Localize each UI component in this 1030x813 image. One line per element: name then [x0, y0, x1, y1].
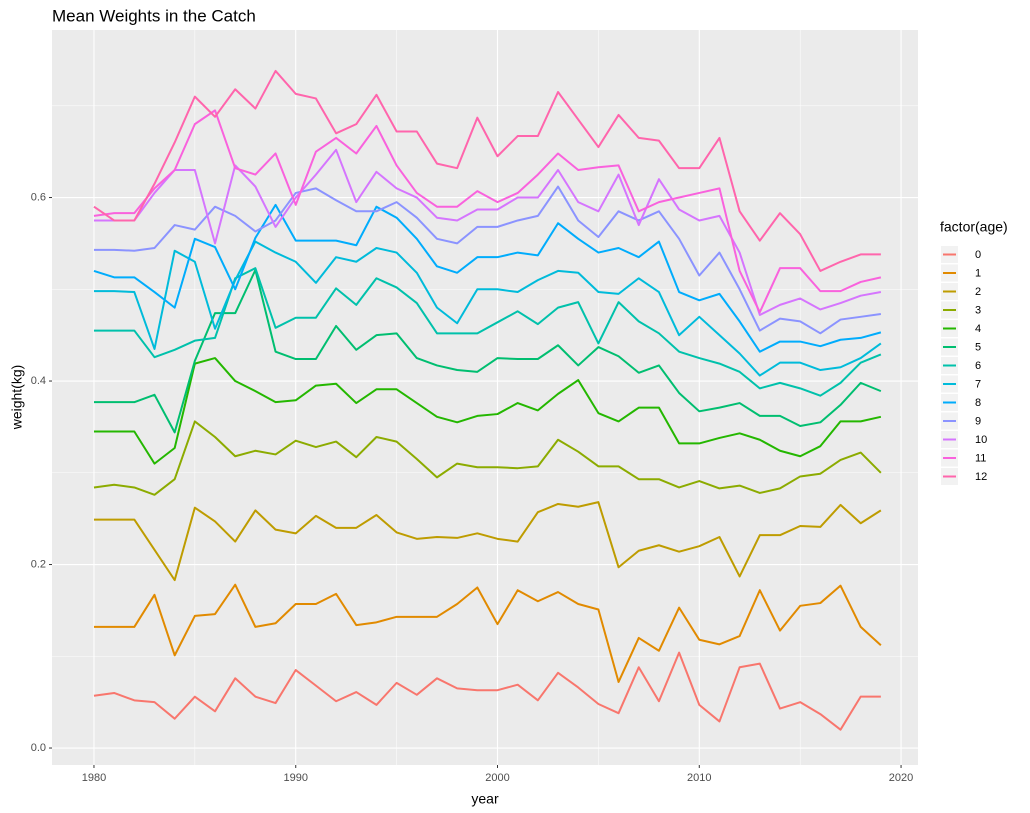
legend-label: 7	[975, 378, 981, 390]
y-tick-label: 0.6	[31, 191, 46, 203]
x-tick-label: 1980	[82, 772, 106, 784]
series-line	[93, 267, 882, 397]
legend-label: 4	[975, 323, 981, 335]
y-tick-label: 0.0	[31, 742, 46, 754]
series-line	[93, 203, 882, 353]
panel	[52, 30, 918, 765]
y-tick-label: 0.2	[31, 558, 46, 570]
legend-label: 11	[975, 452, 986, 464]
legend-label: 3	[975, 304, 981, 316]
y-axis-label: weight(kg)	[9, 365, 25, 431]
series-line	[93, 109, 882, 314]
legend-title: factor(age)	[940, 219, 1008, 235]
legend-label: 0	[975, 249, 981, 261]
x-tick-label: 1990	[283, 772, 307, 784]
legend-label: 2	[975, 286, 981, 298]
series-line	[93, 240, 882, 377]
y-tick-label: 0.4	[31, 375, 46, 387]
series-line	[93, 583, 882, 683]
chart-title: Mean Weights in the Catch	[52, 6, 256, 25]
legend-label: 1	[975, 267, 981, 279]
x-axis-label: year	[471, 791, 499, 807]
series-line	[93, 420, 882, 496]
series-line	[93, 501, 882, 582]
series-line	[93, 651, 881, 731]
lines	[93, 69, 882, 731]
x-tick-label: 2020	[889, 772, 913, 784]
grid	[52, 30, 918, 765]
legend-label: 9	[975, 415, 981, 427]
legend-label: 6	[975, 360, 981, 372]
legend-label: 5	[975, 341, 981, 353]
series-line	[93, 357, 882, 465]
x-tick-label: 2010	[687, 772, 711, 784]
legend-label: 12	[975, 471, 987, 483]
legend-label: 8	[975, 397, 981, 409]
series-line	[93, 69, 881, 272]
series-line	[93, 148, 882, 316]
series-line	[93, 269, 882, 434]
legend-label: 10	[975, 434, 987, 446]
series-line	[93, 185, 882, 335]
x-tick-label: 2000	[485, 772, 509, 784]
